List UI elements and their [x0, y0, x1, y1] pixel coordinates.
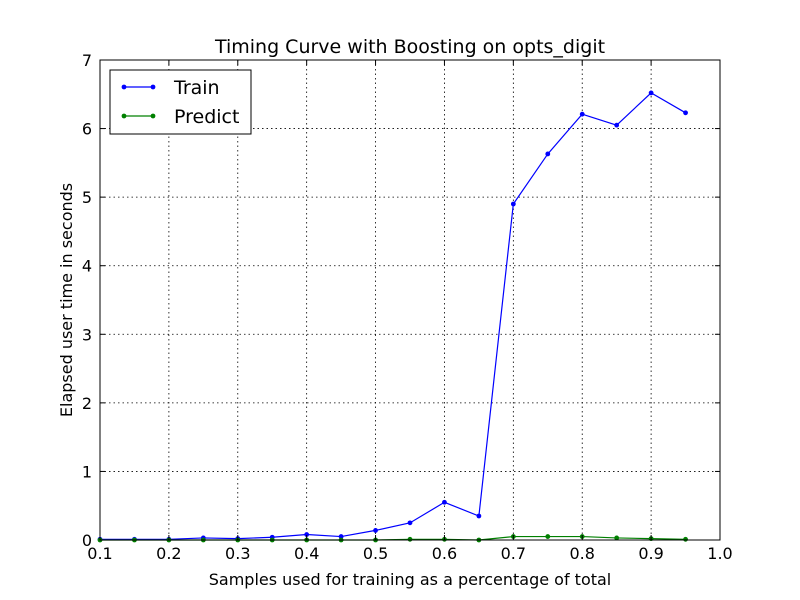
train-point	[304, 532, 310, 537]
train-point	[338, 534, 344, 539]
x-tick-label: 0.4	[294, 544, 319, 563]
y-tick-label: 3	[82, 325, 92, 344]
x-tick-label: 0.8	[569, 544, 594, 563]
x-tick-label: 0.3	[225, 544, 250, 563]
legend: Train Predict	[109, 69, 252, 135]
train-point	[648, 90, 654, 96]
legend-label-train: Train	[173, 77, 220, 99]
train-point	[476, 513, 482, 519]
predict-point	[614, 535, 620, 541]
train-line	[100, 92, 686, 540]
train-point	[579, 111, 585, 117]
y-tick-label: 7	[82, 51, 92, 70]
legend-label-predict: Predict	[174, 106, 239, 128]
y-tick-label: 1	[82, 462, 92, 481]
legend-box	[109, 69, 252, 135]
plot-frame	[99, 59, 721, 541]
predict-point	[545, 534, 551, 539]
axis-ticks	[99, 59, 721, 541]
train-point	[407, 520, 413, 526]
x-tick-label: 0.6	[432, 544, 457, 563]
x-axis-title: Samples used for training as a percentag…	[209, 570, 612, 589]
x-tick-label: 0.9	[638, 544, 663, 563]
train-point	[442, 499, 447, 505]
y-tick-label: 2	[82, 394, 92, 413]
x-tick-labels: 0.1 0.2 0.3 0.4 0.5 0.6 0.7 0.8 0.9 1.0	[87, 544, 732, 563]
chart-title: Timing Curve with Boosting on opts_digit	[214, 36, 605, 58]
train-point	[373, 528, 378, 533]
train-point	[614, 122, 620, 128]
predict-point	[683, 536, 688, 542]
grid	[100, 60, 720, 540]
y-tick-label: 6	[82, 120, 92, 139]
y-tick-label: 0	[82, 531, 92, 550]
train-point	[510, 201, 516, 207]
legend-item-train: Train	[121, 77, 220, 99]
predict-point	[407, 536, 413, 542]
train-point	[545, 151, 551, 157]
legend-marker-train	[150, 84, 156, 90]
x-tick-label: 0.2	[156, 544, 181, 563]
x-tick-label: 0.5	[363, 544, 388, 563]
series-layer	[97, 90, 688, 543]
legend-marker-predict	[121, 113, 127, 119]
y-tick-label: 5	[82, 188, 92, 207]
x-tick-label: 1.0	[707, 544, 732, 563]
y-axis-title: Elapsed user time in seconds	[57, 183, 76, 417]
x-tick-label: 0.7	[501, 544, 526, 563]
x-tick-label: 0.1	[87, 544, 112, 563]
legend-marker-predict	[150, 113, 156, 119]
legend-marker-train	[121, 84, 127, 90]
y-tick-labels: 0 1 2 3 4 5 6 7	[82, 51, 92, 550]
legend-item-predict: Predict	[121, 106, 239, 128]
y-tick-label: 4	[82, 257, 92, 276]
train-point	[683, 110, 688, 116]
train-series	[97, 90, 688, 542]
